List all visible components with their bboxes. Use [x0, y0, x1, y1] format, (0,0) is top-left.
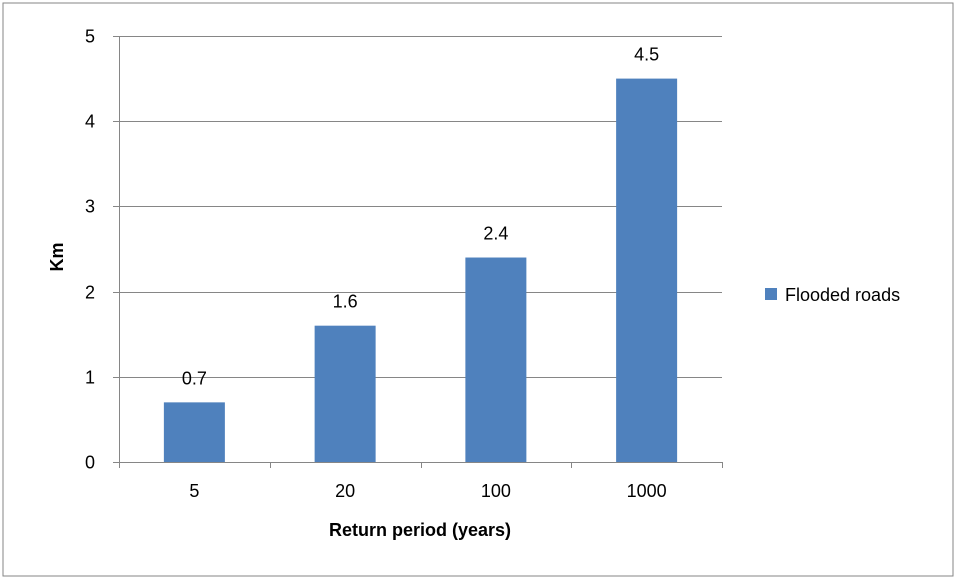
legend-swatch [765, 288, 777, 300]
x-tick-labels: 5 20 100 1000 [189, 481, 666, 501]
y-axis-title: Km [47, 242, 67, 271]
x-tick-label: 5 [189, 481, 199, 501]
bar-20 [314, 325, 376, 462]
data-label: 4.5 [634, 45, 659, 65]
axes [113, 36, 723, 468]
y-tick-label: 0 [85, 453, 95, 473]
legend-label: Flooded roads [785, 285, 900, 305]
y-tick-label: 5 [85, 27, 95, 47]
data-label: 0.7 [182, 368, 207, 388]
data-label: 2.4 [483, 224, 508, 244]
x-tick-label: 100 [481, 481, 511, 501]
x-axis-title: Return period (years) [329, 520, 511, 540]
y-tick-labels: 0 1 2 3 4 5 [85, 27, 95, 473]
x-tick-label: 20 [335, 481, 355, 501]
bars [163, 78, 678, 462]
data-label: 1.6 [333, 292, 358, 312]
y-tick-label: 3 [85, 197, 95, 217]
bar-1000 [616, 78, 678, 462]
bar-100 [465, 257, 527, 462]
y-tick-label: 4 [85, 112, 95, 132]
data-labels: 0.7 1.6 2.4 4.5 [182, 45, 659, 389]
bar-5 [163, 402, 225, 462]
y-tick-label: 2 [85, 283, 95, 303]
x-tick-label: 1000 [627, 481, 667, 501]
legend: Flooded roads [765, 285, 900, 305]
y-tick-label: 1 [85, 368, 95, 388]
